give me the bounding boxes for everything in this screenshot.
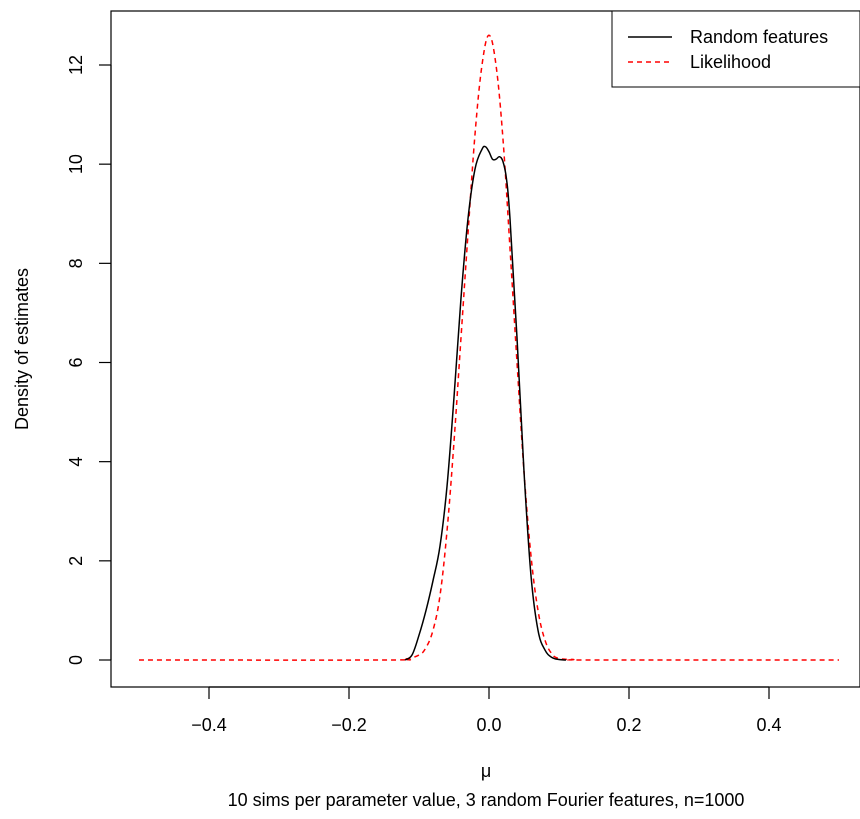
- series-line-likelihood: [138, 34, 840, 661]
- x-axis-label: μ: [481, 761, 491, 781]
- x-tick-label: −0.2: [331, 715, 367, 735]
- y-tick-label: 6: [66, 357, 86, 367]
- y-tick-label: 4: [66, 457, 86, 467]
- y-tick-label: 12: [66, 55, 86, 75]
- series-line-random-features: [404, 145, 567, 661]
- subtitle: 10 sims per parameter value, 3 random Fo…: [228, 790, 745, 810]
- y-axis-label: Density of estimates: [12, 268, 32, 430]
- y-tick-label: 8: [66, 258, 86, 268]
- x-tick-label: 0.4: [756, 715, 781, 735]
- plot-frame: [110, 10, 860, 688]
- x-tick-label: −0.4: [191, 715, 227, 735]
- legend-label-random-features: Random features: [690, 27, 828, 47]
- x-tick-label: 0.0: [476, 715, 501, 735]
- legend-box: [611, 10, 860, 88]
- series-layer: [138, 34, 840, 661]
- x-tick-label: 0.2: [616, 715, 641, 735]
- legend: Random features Likelihood: [611, 10, 860, 88]
- x-axis: −0.4 −0.2 0.0 0.2 0.4: [191, 686, 782, 735]
- y-tick-label: 2: [66, 556, 86, 566]
- y-tick-label: 0: [66, 655, 86, 665]
- y-tick-label: 10: [66, 154, 86, 174]
- y-axis: 0 2 4 6 8 10 12: [66, 55, 112, 665]
- legend-label-likelihood: Likelihood: [690, 52, 771, 72]
